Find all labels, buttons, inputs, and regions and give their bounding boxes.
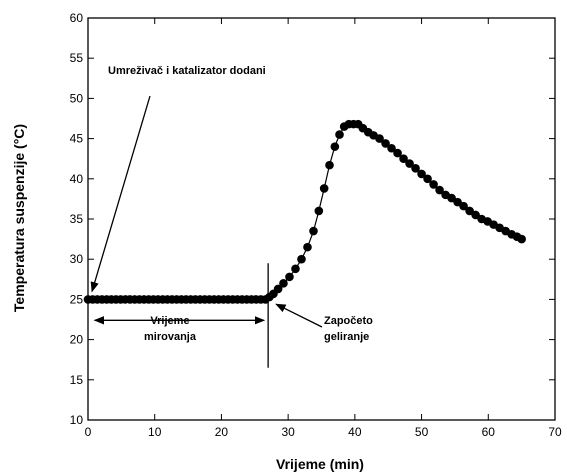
y-tick-label: 20 (70, 333, 84, 347)
data-point (459, 201, 468, 211)
x-tick-label: 10 (148, 425, 162, 439)
y-tick-label: 30 (70, 252, 84, 266)
arrow-gelation (275, 303, 323, 328)
data-point (435, 185, 444, 195)
data-point (325, 160, 334, 170)
annotation-rest-time-line2: mirovanja (144, 331, 197, 343)
data-point (399, 154, 408, 163)
annotation-crosslinker: Umreživač i katalizator dodani (108, 65, 266, 77)
arrow-crosslinker (90, 95, 151, 293)
marks-layer (83, 119, 526, 304)
y-tick-label: 10 (70, 413, 84, 427)
y-tick-label: 50 (70, 91, 84, 105)
x-tick-label: 20 (215, 425, 229, 439)
series-line (88, 123, 522, 300)
x-tick-label: 40 (348, 425, 362, 439)
y-tick-label: 40 (70, 172, 84, 186)
y-axis-title: Temperatura suspenzije (°C) (11, 124, 27, 312)
data-point (387, 143, 396, 153)
data-point (314, 206, 324, 216)
data-point (411, 164, 420, 173)
data-point (381, 139, 390, 148)
data-point (393, 148, 402, 158)
data-point (330, 142, 340, 151)
annotation-rest-time-line1: Vrijeme (150, 315, 189, 327)
data-point (429, 180, 438, 189)
annotation-layer: Umreživač i katalizator dodani Vrijeme m… (90, 65, 373, 368)
data-point (291, 264, 300, 274)
data-point (319, 184, 329, 193)
x-tick-label: 60 (482, 425, 496, 439)
data-point (375, 134, 384, 143)
x-axis-title: Vrijeme (min) (276, 456, 364, 472)
y-tick-label: 45 (70, 132, 84, 146)
y-tick-label: 35 (70, 212, 84, 226)
y-tick-label: 55 (70, 51, 84, 65)
y-tick-label: 25 (70, 292, 84, 306)
data-point (517, 234, 526, 244)
x-tick-label: 0 (85, 425, 92, 439)
data-point (273, 284, 283, 294)
data-point (423, 174, 432, 184)
data-point (309, 226, 318, 236)
data-point (279, 279, 288, 288)
annotation-gelation-line1: Započeto (324, 315, 373, 327)
y-tick-label: 60 (70, 11, 84, 25)
x-tick-label: 70 (548, 425, 562, 439)
y-tick-label: 15 (70, 373, 84, 387)
x-tick-label: 30 (281, 425, 295, 439)
data-point (285, 272, 294, 282)
data-point (405, 159, 414, 168)
data-point (417, 169, 426, 179)
annotation-gelation-line2: geliranje (324, 331, 369, 343)
data-point (303, 242, 312, 252)
data-point (335, 130, 344, 139)
data-point (297, 254, 306, 264)
x-tick-label: 50 (415, 425, 429, 439)
